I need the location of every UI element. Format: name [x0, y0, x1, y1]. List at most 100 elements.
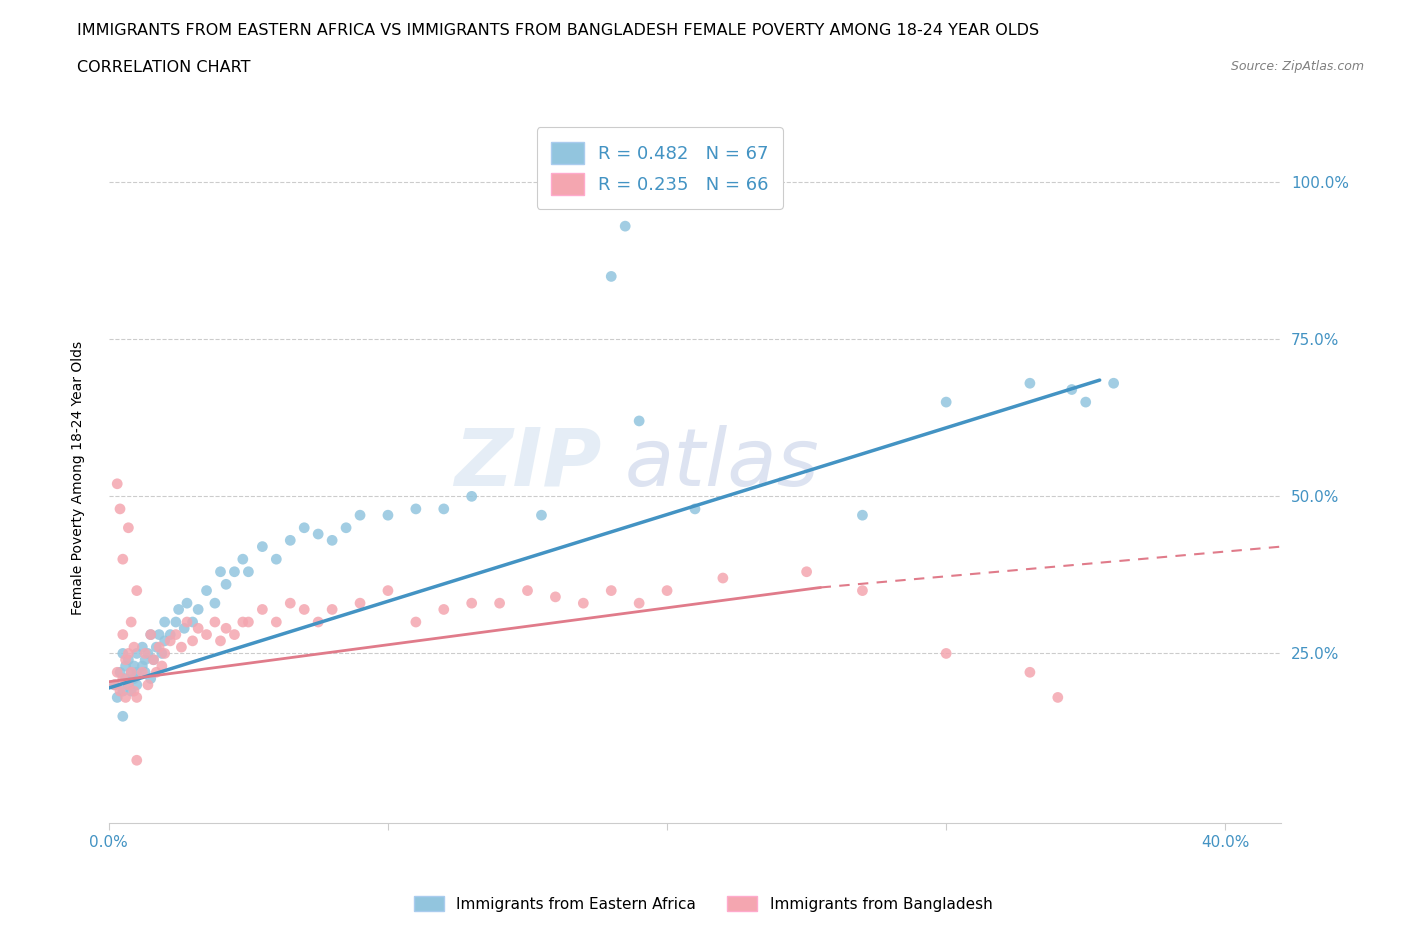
Point	[711, 571, 734, 586]
Legend: R = 0.482   N = 67, R = 0.235   N = 66: R = 0.482 N = 67, R = 0.235 N = 66	[537, 127, 783, 209]
Point	[125, 646, 148, 661]
Text: IMMIGRANTS FROM EASTERN AFRICA VS IMMIGRANTS FROM BANGLADESH FEMALE POVERTY AMON: IMMIGRANTS FROM EASTERN AFRICA VS IMMIGR…	[77, 23, 1039, 38]
Point	[195, 627, 218, 642]
Point	[204, 596, 226, 611]
Point	[131, 658, 153, 673]
Point	[159, 633, 181, 648]
Point	[405, 615, 427, 630]
Text: atlas: atlas	[624, 425, 820, 503]
Point	[433, 501, 456, 516]
Text: ZIP: ZIP	[454, 425, 602, 503]
Point	[851, 583, 873, 598]
Point	[136, 646, 159, 661]
Point	[307, 526, 329, 541]
Point	[278, 533, 301, 548]
Point	[117, 677, 139, 692]
Point	[572, 596, 595, 611]
Point	[266, 551, 288, 566]
Point	[600, 583, 623, 598]
Point	[139, 627, 162, 642]
Point	[266, 615, 288, 630]
Point	[165, 627, 187, 642]
Point	[238, 615, 260, 630]
Point	[120, 665, 142, 680]
Point	[136, 677, 159, 692]
Point	[544, 590, 567, 604]
Point	[111, 684, 134, 698]
Point	[105, 476, 128, 491]
Point	[167, 602, 190, 617]
Point	[232, 551, 254, 566]
Point	[307, 615, 329, 630]
Point	[215, 621, 238, 636]
Point	[153, 646, 176, 661]
Point	[181, 633, 204, 648]
Point	[153, 615, 176, 630]
Point	[103, 677, 125, 692]
Point	[108, 684, 131, 698]
Point	[181, 615, 204, 630]
Point	[117, 677, 139, 692]
Point	[173, 621, 195, 636]
Legend: Immigrants from Eastern Africa, Immigrants from Bangladesh: Immigrants from Eastern Africa, Immigran…	[408, 889, 998, 918]
Point	[165, 615, 187, 630]
Point	[153, 633, 176, 648]
Point	[851, 508, 873, 523]
Point	[117, 646, 139, 661]
Point	[111, 551, 134, 566]
Point	[209, 633, 232, 648]
Point	[1060, 382, 1083, 397]
Point	[159, 627, 181, 642]
Point	[224, 565, 246, 579]
Point	[131, 640, 153, 655]
Point	[111, 646, 134, 661]
Point	[111, 671, 134, 686]
Point	[120, 684, 142, 698]
Point	[935, 646, 957, 661]
Point	[139, 671, 162, 686]
Point	[488, 596, 510, 611]
Point	[170, 640, 193, 655]
Point	[655, 583, 678, 598]
Point	[321, 602, 343, 617]
Point	[176, 596, 198, 611]
Point	[134, 652, 156, 667]
Point	[1074, 394, 1097, 409]
Point	[628, 596, 651, 611]
Point	[120, 665, 142, 680]
Point	[614, 219, 637, 233]
Point	[114, 652, 136, 667]
Point	[122, 658, 145, 673]
Point	[405, 501, 427, 516]
Point	[252, 539, 274, 554]
Point	[145, 640, 167, 655]
Point	[252, 602, 274, 617]
Point	[377, 583, 399, 598]
Point	[321, 533, 343, 548]
Point	[516, 583, 538, 598]
Point	[117, 652, 139, 667]
Point	[150, 658, 173, 673]
Point	[935, 394, 957, 409]
Point	[349, 508, 371, 523]
Point	[278, 596, 301, 611]
Point	[125, 677, 148, 692]
Point	[125, 690, 148, 705]
Point	[114, 658, 136, 673]
Point	[292, 602, 315, 617]
Point	[377, 508, 399, 523]
Point	[215, 577, 238, 591]
Point	[1019, 665, 1042, 680]
Point	[125, 583, 148, 598]
Point	[232, 615, 254, 630]
Point	[117, 520, 139, 535]
Point	[139, 627, 162, 642]
Point	[150, 646, 173, 661]
Point	[114, 690, 136, 705]
Text: CORRELATION CHART: CORRELATION CHART	[77, 60, 250, 75]
Point	[433, 602, 456, 617]
Point	[238, 565, 260, 579]
Point	[142, 652, 165, 667]
Point	[204, 615, 226, 630]
Point	[195, 583, 218, 598]
